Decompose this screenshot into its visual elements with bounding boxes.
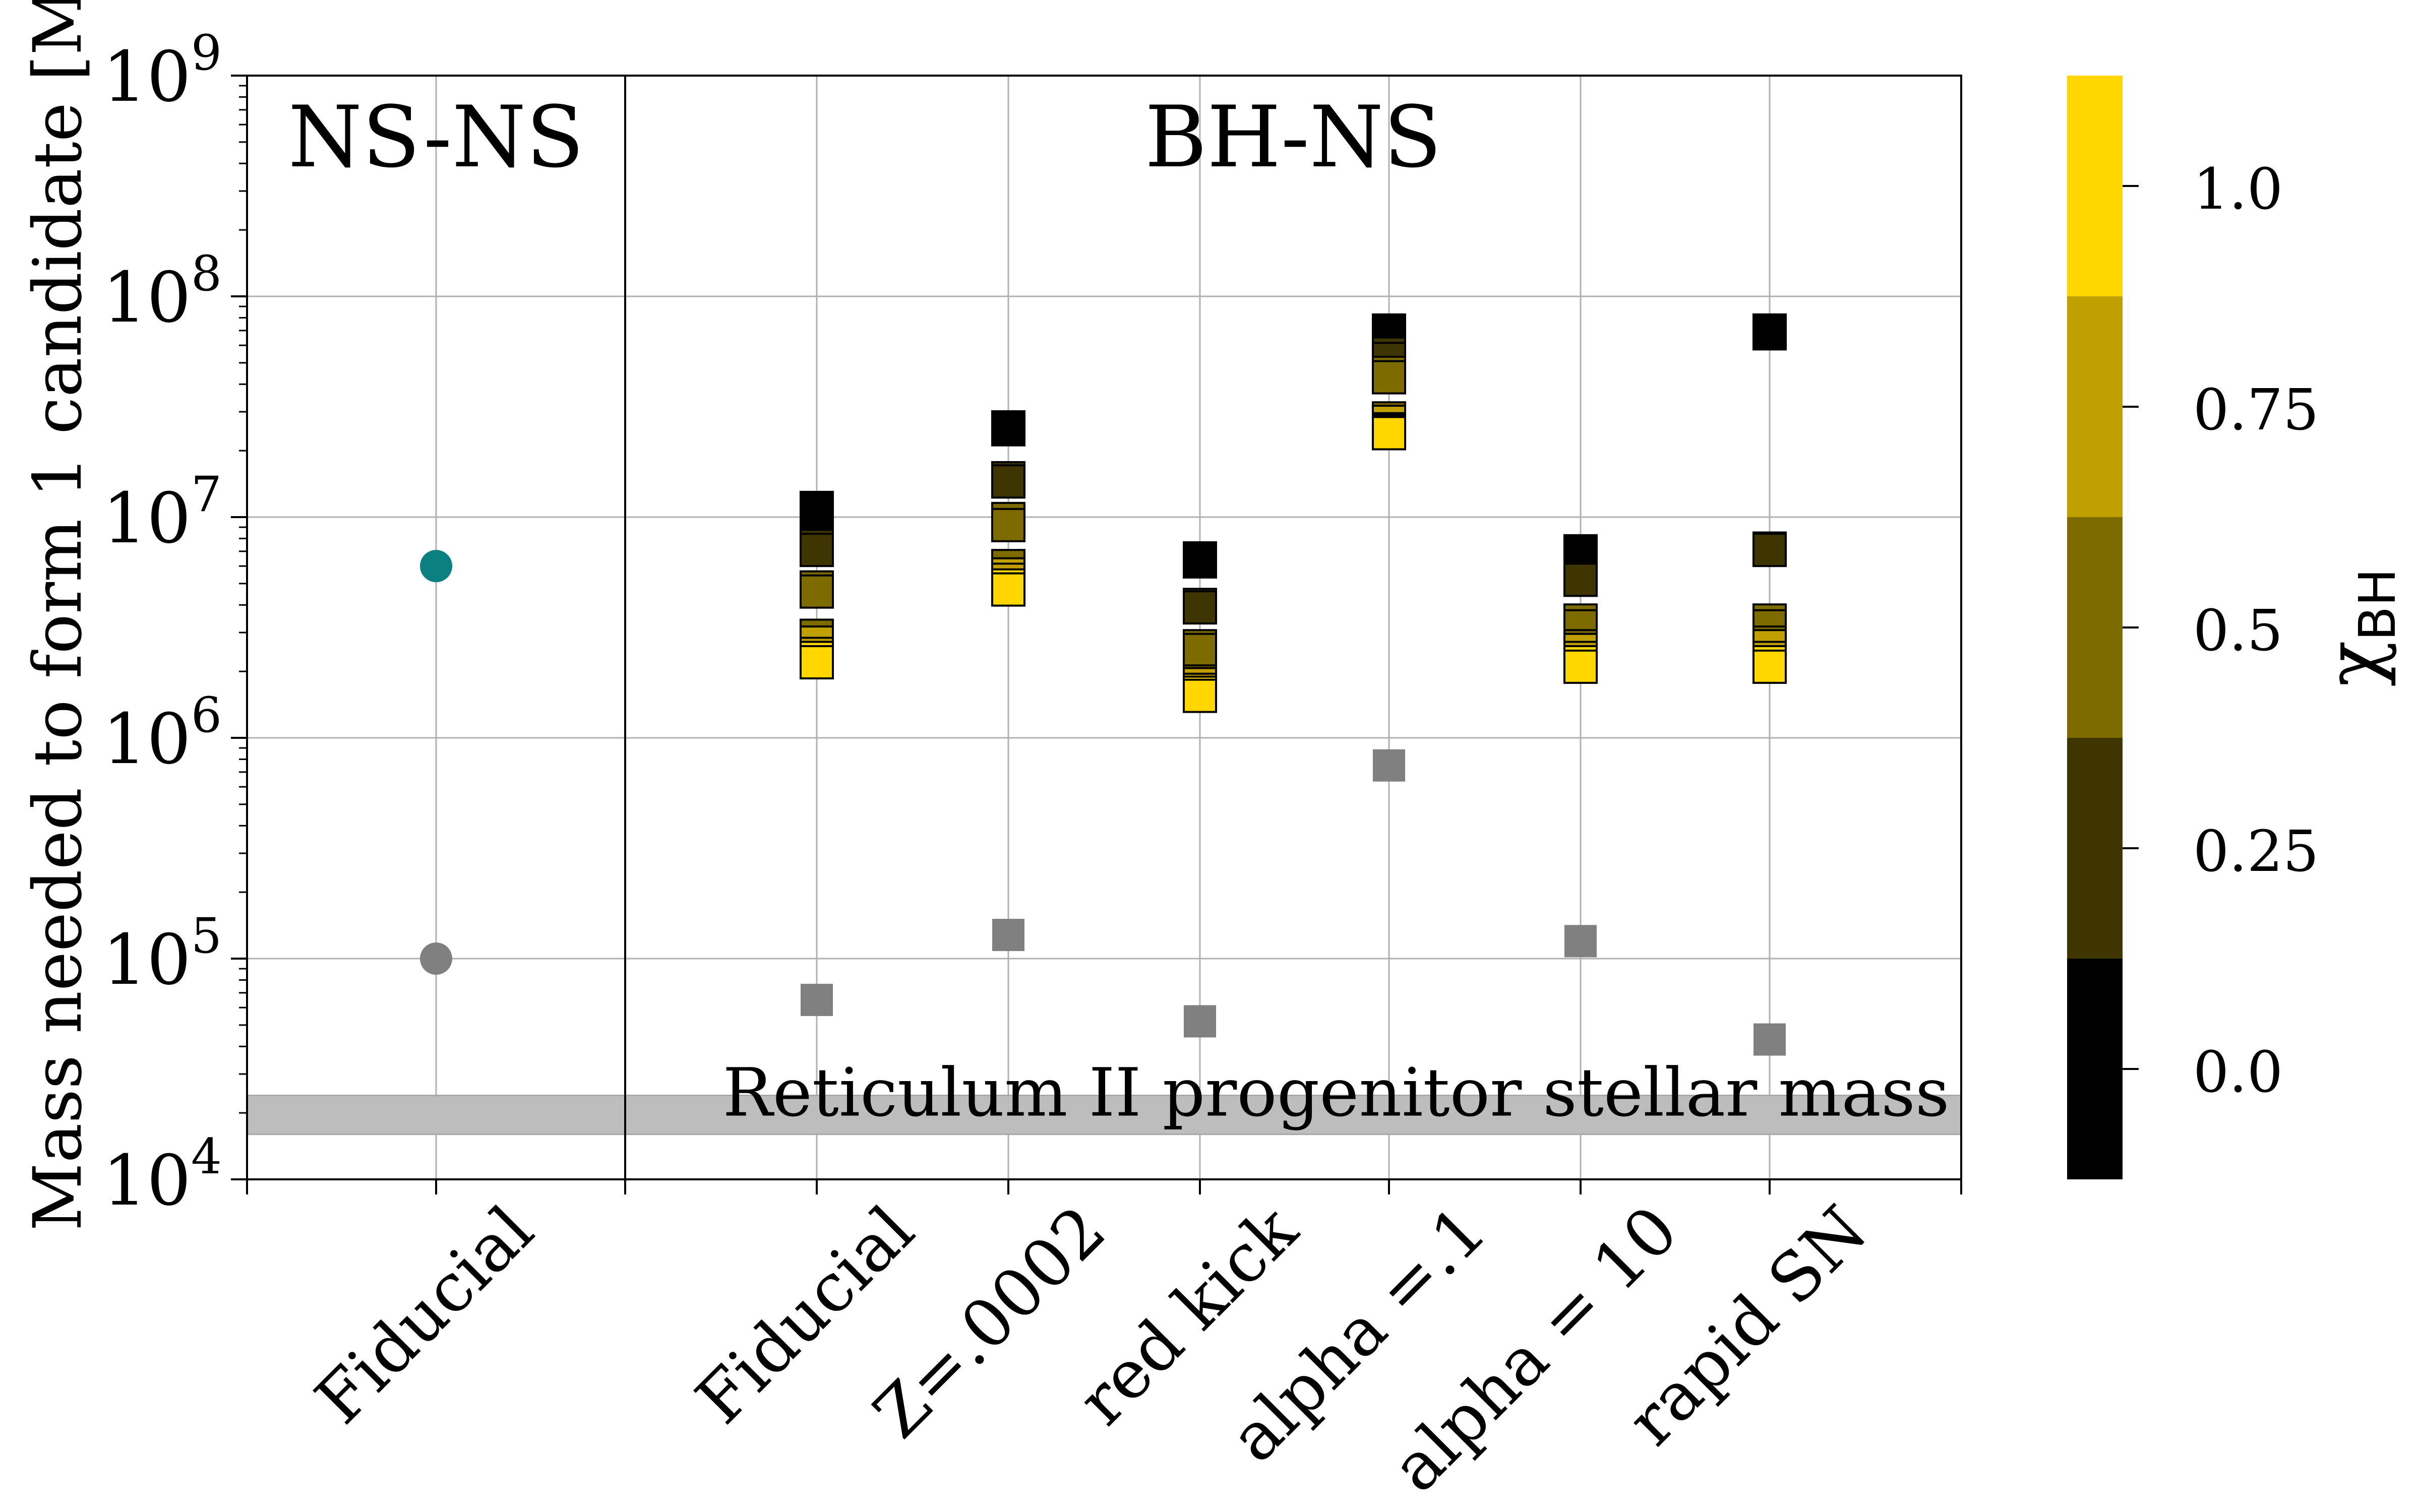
- bhns-spin-point: [1372, 416, 1406, 451]
- bhns-spin-point: [1752, 533, 1787, 568]
- bhns-spin-point: [991, 412, 1025, 447]
- bhns-gray-point: [1184, 1005, 1216, 1038]
- bhns-spin-point: [800, 497, 834, 532]
- bhns-spin-point: [1183, 678, 1217, 713]
- y-axis-label: Mass needed to form 1 candidate [M⊙]: [19, 0, 107, 1231]
- bhns-gray-point: [1564, 925, 1597, 958]
- grid: [247, 75, 1961, 1180]
- bhns-gray-point: [992, 919, 1024, 952]
- colorbar-tick-label: 0.25: [2193, 819, 2319, 885]
- bhns-gray-point: [1373, 749, 1405, 782]
- x-tick-label: Fiducial: [301, 1191, 549, 1439]
- y-tick-label: 106: [102, 687, 222, 780]
- colorbar-level: [2067, 296, 2123, 517]
- nsns-point: [420, 942, 452, 975]
- bhns-spin-point: [1752, 316, 1787, 351]
- bhns-spin-point: [991, 508, 1025, 542]
- bhns-spin-point: [800, 533, 834, 568]
- labels-layer: Reticulum II progenitor stellar mass 104 1…: [19, 0, 1950, 1507]
- bhns-spin-point: [1183, 633, 1217, 667]
- bhns-spin-point: [1183, 590, 1217, 625]
- colorbar-level: [2067, 959, 2123, 1179]
- bhns-spin-point: [1752, 649, 1787, 684]
- panel-title: NS-NS: [288, 88, 584, 186]
- colorbar-level: [2067, 517, 2123, 738]
- bhns-spin-point: [800, 574, 834, 609]
- colorbar-tick-label: 0.0: [2193, 1040, 2283, 1105]
- y-tick-label: 104: [102, 1128, 222, 1221]
- points-layer: [420, 313, 1787, 1056]
- y-tick-label: 105: [102, 908, 222, 1000]
- bhns-spin-point: [991, 572, 1025, 607]
- colorbar: 0.0 0.25 0.5 0.75 1.0 χBH: [2067, 76, 2407, 1179]
- colorbar-tick-label: 0.75: [2193, 377, 2319, 443]
- bhns-spin-point: [800, 645, 834, 680]
- bhns-spin-point: [1372, 360, 1406, 395]
- bhns-gray-point: [1753, 1023, 1786, 1056]
- colorbar-label: χBH: [2310, 569, 2407, 687]
- y-tick-label: 108: [102, 245, 222, 338]
- bhns-spin-point: [1183, 544, 1217, 579]
- nsns-point: [420, 550, 452, 583]
- plot-frame: [246, 75, 1962, 1180]
- colorbar-level: [2067, 738, 2123, 959]
- band-label: Reticulum II progenitor stellar mass: [722, 1054, 1949, 1131]
- colorbar-level: [2067, 76, 2123, 296]
- bhns-spin-point: [1563, 649, 1598, 684]
- bhns-spin-point: [991, 464, 1025, 499]
- y-tick-label: 109: [102, 25, 222, 117]
- panel-title: BH-NS: [1145, 88, 1442, 186]
- band-layer: [247, 1094, 1961, 1136]
- axes: [231, 75, 1962, 1194]
- colorbar-tick-label: 0.5: [2193, 598, 2283, 664]
- y-tick-label: 107: [102, 466, 222, 559]
- reticulum-band: [247, 1095, 1961, 1135]
- bhns-spin-point: [1563, 562, 1598, 597]
- colorbar-tick-label: 1.0: [2193, 157, 2283, 222]
- bhns-gray-point: [801, 983, 833, 1016]
